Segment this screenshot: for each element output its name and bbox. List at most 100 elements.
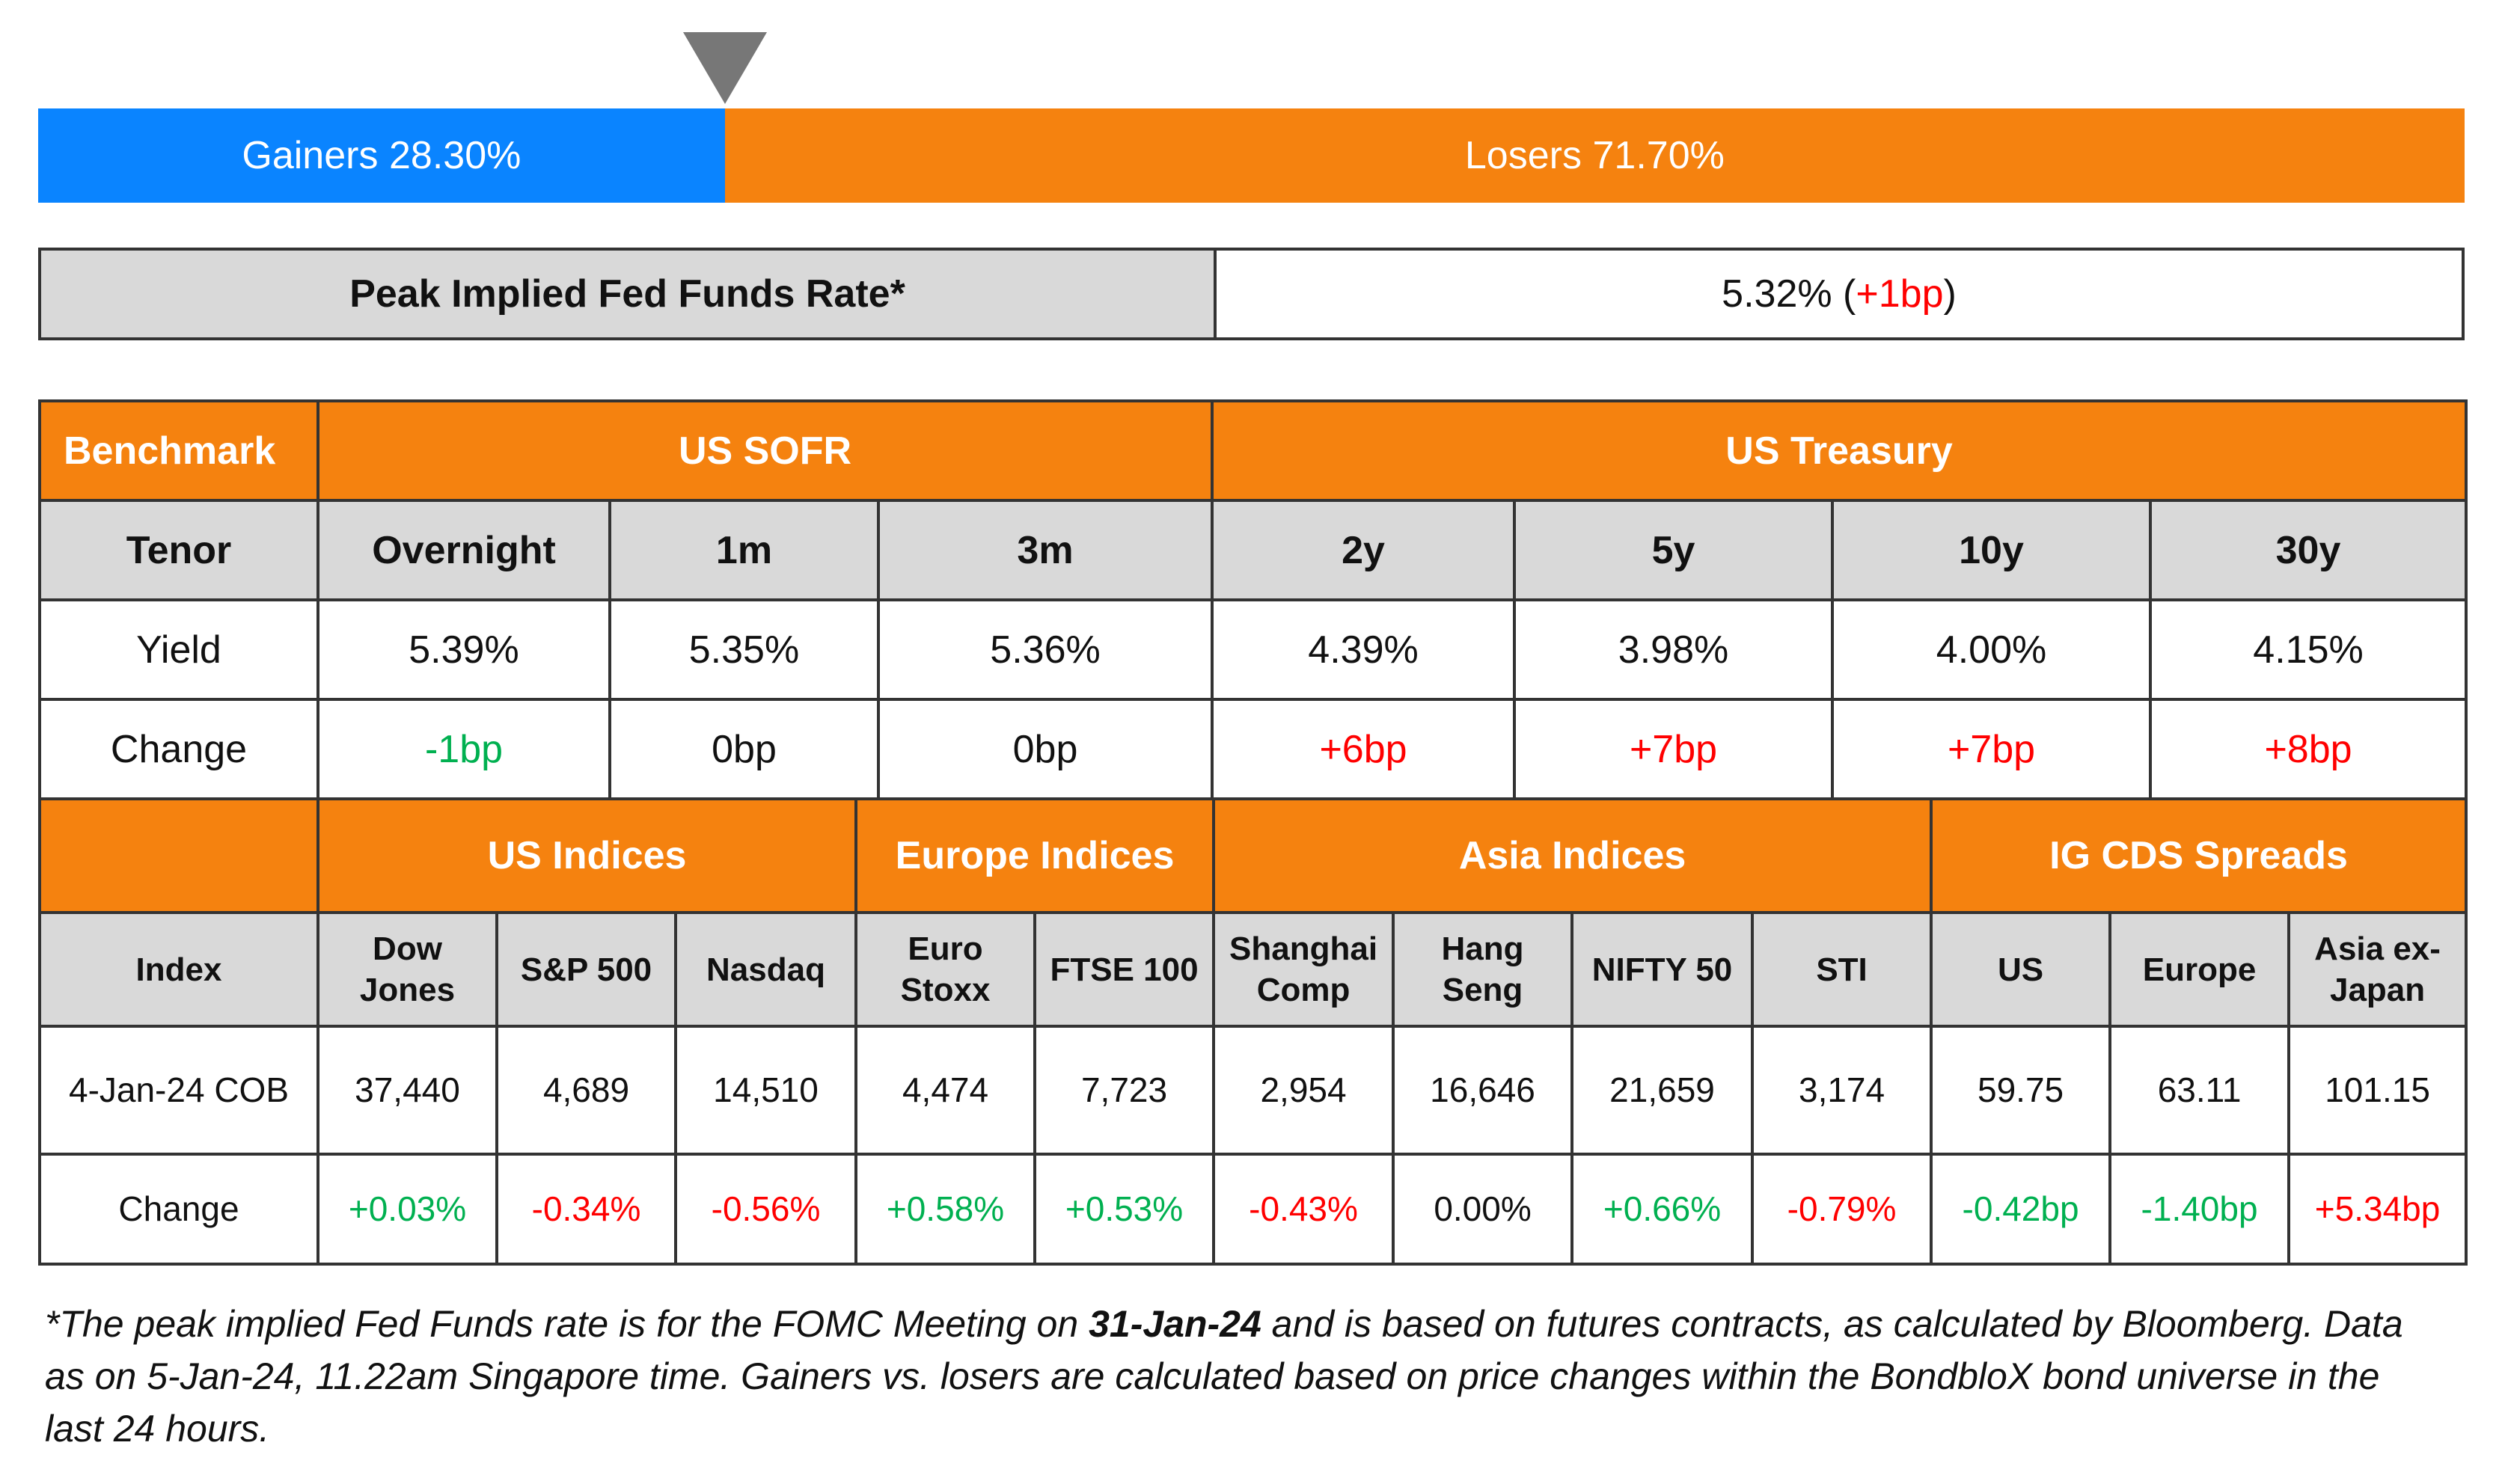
table-cell: +8bp [2149,698,2468,800]
table-cell: 30y [2149,499,2468,601]
table-cell: 4.39% [1211,598,1517,701]
table-cell: 10y [1831,499,2153,601]
table-cell: 4.00% [1831,598,2153,701]
table-cell: +0.58% [854,1153,1037,1266]
table-cell: +0.03% [316,1153,498,1266]
fed-funds-value-part: ) [1943,272,1957,316]
table-cell: +5.34bp [2287,1153,2468,1266]
table-cell: +0.53% [1033,1153,1216,1266]
footnote: *The peak implied Fed Funds rate is for … [45,1298,2424,1455]
table-cell: Shanghai Comp [1212,911,1395,1028]
table-cell: 3.98% [1513,598,1835,701]
table-cell: 59.75 [1930,1025,2112,1156]
table-cell: 4.15% [2149,598,2468,701]
table-cell: 5y [1513,499,1835,601]
table-cell: Dow Jones [316,911,498,1028]
table-row: Change -1bp 0bp 0bp +6bp +7bp +7bp +8bp [38,698,2468,800]
table-cell: 21,659 [1570,1025,1755,1156]
losers-label: Losers [1464,134,1582,177]
table-cell: 0.00% [1392,1153,1574,1266]
table-cell: Yield [38,598,319,701]
table-cell: Change [38,1153,319,1266]
losers-value: 71.70% [1592,134,1725,177]
table-cell: 5.39% [316,598,611,701]
header-row: US Indices Europe Indices Asia Indices IG C… [38,797,2468,914]
table-cell: US Treasury [1211,399,2468,502]
fed-funds-value: 5.32% (+1bp) [1217,251,2462,337]
table-cell: 4,689 [495,1025,677,1156]
table-cell: Europe Indices [854,797,1216,914]
table-cell: 3m [876,499,1214,601]
footnote-part: and is based on futures contracts, as ca… [45,1303,2403,1450]
table-row: Index Dow Jones S&P 500 Nasdaq Euro Stoxx FTS… [38,911,2468,1028]
table-cell: S&P 500 [495,911,677,1028]
table-cell: IG CDS Spreads [1930,797,2468,914]
table-cell: -0.79% [1751,1153,1933,1266]
table-cell: 4-Jan-24 COB [38,1025,319,1156]
table-cell: +6bp [1211,698,1517,800]
fed-funds-label: Peak Implied Fed Funds Rate* [41,251,1217,337]
table-cell: Overnight [316,499,611,601]
table-cell: -0.43% [1212,1153,1395,1266]
table-cell: -1.40bp [2108,1153,2291,1266]
table-cell: Europe [2108,911,2291,1028]
table-cell: Asia ex- Japan [2287,911,2468,1028]
market-breadth-bar: Gainers 28.30% Losers 71.70% [38,108,2465,203]
fed-funds-box: Peak Implied Fed Funds Rate* 5.32% (+1bp… [38,248,2465,340]
table-cell: 0bp [876,698,1214,800]
table-cell [38,797,319,914]
table-cell: +7bp [1831,698,2153,800]
table-row: Tenor Overnight 1m 3m 2y 5y 10y 30y [38,499,2468,601]
footnote-part: 31-Jan-24 [1089,1303,1261,1345]
table-cell: US Indices [316,797,858,914]
rates-table: Benchmark US SOFR US Treasury Tenor Overnigh… [38,399,2468,800]
footnote-part: *The peak implied Fed Funds rate is for … [45,1303,1089,1345]
table-cell: -0.42bp [1930,1153,2112,1266]
table-cell: 5.35% [608,598,880,701]
table-cell: Nasdaq [673,911,858,1028]
table-cell: 63.11 [2108,1025,2291,1156]
table-cell: 3,174 [1751,1025,1933,1156]
gainers-label: Gainers [242,134,379,177]
fed-funds-value-part: +1bp [1856,272,1944,316]
table-cell: Index [38,911,319,1028]
table-cell: FTSE 100 [1033,911,1216,1028]
breadth-pointer [682,32,767,104]
table-cell: 16,646 [1392,1025,1574,1156]
table-cell: Change [38,698,319,800]
table-row: Yield 5.39% 5.35% 5.36% 4.39% 3.98% 4.00% 4.15% [38,598,2468,701]
header-row: Benchmark US SOFR US Treasury [38,399,2468,502]
table-cell: -1bp [316,698,611,800]
gainers-value: 28.30% [389,134,522,177]
table-cell: -0.56% [673,1153,858,1266]
table-row: 4-Jan-24 COB 37,440 4,689 14,510 4,474 7,723 2… [38,1025,2468,1156]
table-cell: 7,723 [1033,1025,1216,1156]
table-cell: Euro Stoxx [854,911,1037,1028]
table-cell: Hang Seng [1392,911,1574,1028]
table-cell: STI [1751,911,1933,1028]
table-cell: 101.15 [2287,1025,2468,1156]
table-cell: NIFTY 50 [1570,911,1755,1028]
table-cell: 1m [608,499,880,601]
table-row: Change +0.03% -0.34% -0.56% +0.58% +0.53% -0.4… [38,1153,2468,1266]
table-cell: 2y [1211,499,1517,601]
table-cell: Asia Indices [1212,797,1933,914]
table-cell: +7bp [1513,698,1835,800]
table-cell: US [1930,911,2112,1028]
table-cell: 37,440 [316,1025,498,1156]
table-cell: 14,510 [673,1025,858,1156]
table-cell: 4,474 [854,1025,1037,1156]
table-cell: 5.36% [876,598,1214,701]
table-cell: 0bp [608,698,880,800]
table-cell: US SOFR [316,399,1214,502]
gainers-segment: Gainers 28.30% [38,108,725,203]
table-cell: Tenor [38,499,319,601]
indices-table: US Indices Europe Indices Asia Indices IG C… [38,797,2468,1266]
losers-segment: Losers 71.70% [724,108,2465,203]
fed-funds-value-part: 5.32% ( [1722,272,1856,316]
table-cell: +0.66% [1570,1153,1755,1266]
table-cell: -0.34% [495,1153,677,1266]
table-cell: 2,954 [1212,1025,1395,1156]
table-cell: Benchmark [38,399,319,502]
